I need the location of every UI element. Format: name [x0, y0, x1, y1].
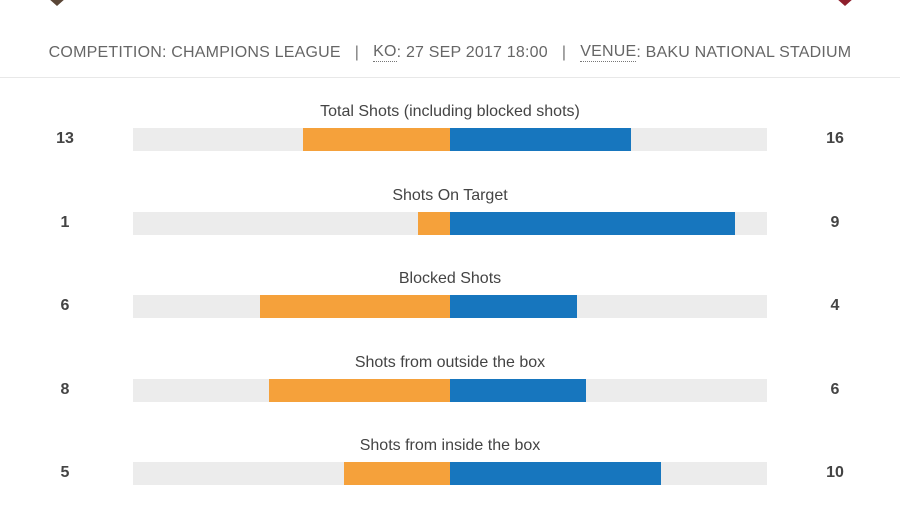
shot-stats-list: Total Shots (including blocked shots) 13…: [0, 100, 900, 518]
home-stat-bar: [344, 462, 450, 485]
stat-title: Total Shots (including blocked shots): [320, 103, 580, 120]
venue-abbr[interactable]: VENUE: [580, 43, 637, 62]
stat-row: Blocked Shots 6 4: [0, 267, 900, 351]
away-stat-value: 6: [830, 380, 840, 398]
stat-bar-track: [133, 211, 767, 235]
home-stat-bar: [418, 211, 450, 235]
separator: |: [354, 43, 360, 61]
away-stat-value: 10: [826, 464, 844, 481]
home-stat-bar: [259, 295, 450, 318]
away-stat-bar: [450, 462, 662, 485]
away-stat-value: 4: [830, 297, 840, 314]
venue-value: : BAKU NATIONAL STADIUM: [636, 43, 852, 61]
home-stat-value: 13: [56, 130, 74, 147]
stat-bar-track: [133, 295, 767, 318]
stat-row: Shots from outside the box 8 6: [0, 351, 900, 435]
stat-title: Shots from outside the box: [354, 353, 546, 371]
home-stat-bar: [268, 378, 450, 402]
stat-title: Shots On Target: [392, 186, 508, 204]
kickoff-abbr[interactable]: KO: [373, 43, 397, 62]
stat-bar-track: [133, 462, 767, 485]
stat-bar-track: [133, 128, 767, 151]
separator: |: [561, 43, 567, 61]
competition-name: CHAMPIONS LEAGUE: [171, 43, 341, 61]
kickoff-value: : 27 SEP 2017 18:00: [396, 43, 548, 61]
match-info-bar: COMPETITION: CHAMPIONS LEAGUE | KO: 27 S…: [0, 28, 900, 78]
stat-bar-track: [133, 378, 767, 402]
home-stat-value: 8: [60, 380, 70, 398]
away-stat-value: 16: [826, 130, 844, 147]
home-stat-value: 5: [60, 464, 70, 481]
away-stat-bar: [450, 211, 736, 235]
stat-title: Shots from inside the box: [359, 437, 541, 454]
home-stat-bar: [302, 128, 450, 151]
stat-title: Blocked Shots: [398, 270, 502, 287]
home-team-crest-icon: [50, 0, 64, 6]
competition-label: COMPETITION:: [48, 43, 167, 61]
stat-row: Shots from inside the box 5 10: [0, 434, 900, 518]
stat-row: Total Shots (including blocked shots) 13…: [0, 100, 900, 184]
stat-row: Shots On Target 1 9: [0, 184, 900, 268]
away-stat-bar: [450, 128, 632, 151]
away-stat-bar: [450, 378, 586, 402]
away-stat-value: 9: [830, 213, 840, 231]
away-team-crest-icon: [838, 0, 852, 6]
home-stat-value: 6: [60, 297, 70, 314]
away-stat-bar: [450, 295, 577, 318]
home-stat-value: 1: [60, 213, 70, 231]
